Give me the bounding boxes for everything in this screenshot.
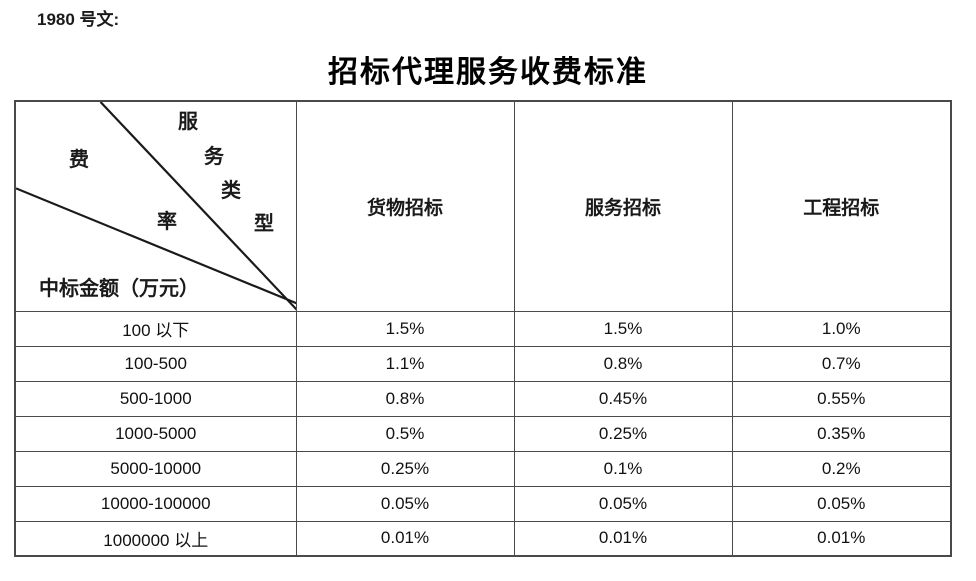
corner-label-service-type-char: 服 xyxy=(178,111,198,133)
fee-rate-cell: 0.5% xyxy=(295,415,515,452)
table-row: 10000-100000 0.05% 0.05% 0.05% xyxy=(14,485,952,522)
table-row: 100-500 1.1% 0.8% 0.7% xyxy=(14,345,952,382)
fee-rate-cell: 0.01% xyxy=(513,520,733,557)
fee-rate-cell: 0.2% xyxy=(731,450,952,487)
table-row: 500-1000 0.8% 0.45% 0.55% xyxy=(14,380,952,417)
doc-number: 1980 号文: xyxy=(37,10,120,29)
amount-range-cell: 100 以下 xyxy=(14,310,297,347)
table-row: 5000-10000 0.25% 0.1% 0.2% xyxy=(14,450,952,487)
amount-range-cell: 5000-10000 xyxy=(14,450,297,487)
fee-rate-cell: 0.35% xyxy=(731,415,952,452)
amount-range-cell: 1000000 以上 xyxy=(14,520,297,557)
corner-label-service-type-char: 类 xyxy=(221,180,241,202)
table-row: 1000-5000 0.5% 0.25% 0.35% xyxy=(14,415,952,452)
column-header-goods: 货物招标 xyxy=(295,100,515,312)
column-header-engineering: 工程招标 xyxy=(731,100,952,312)
amount-range-cell: 500-1000 xyxy=(14,380,297,417)
amount-range-cell: 10000-100000 xyxy=(14,485,297,522)
fee-rate-cell: 0.45% xyxy=(513,380,733,417)
table-row: 1000000 以上 0.01% 0.01% 0.01% xyxy=(14,520,952,557)
fee-rate-cell: 0.01% xyxy=(731,520,952,557)
amount-range-cell: 100-500 xyxy=(14,345,297,382)
corner-label-service-type-char: 务 xyxy=(204,146,224,168)
diagonal-corner-cell: 服 务 类 型 费 率 中标金额（万元） xyxy=(14,100,297,312)
corner-label-bid-amount: 中标金额（万元） xyxy=(39,277,199,300)
table-header-row: 服 务 类 型 费 率 中标金额（万元） 货物招标 服务招标 工程招标 xyxy=(14,100,952,312)
corner-label-fee-rate-char: 费 xyxy=(69,149,89,171)
column-header-service: 服务招标 xyxy=(513,100,733,312)
fee-standard-table: 服 务 类 型 费 率 中标金额（万元） 货物招标 服务招标 工程招标 100 … xyxy=(14,100,952,557)
fee-rate-cell: 1.0% xyxy=(731,310,952,347)
table-row: 100 以下 1.5% 1.5% 1.0% xyxy=(14,310,952,347)
corner-label-service-type-char: 型 xyxy=(254,213,274,235)
diagonal-divider-lines xyxy=(16,102,295,310)
fee-rate-cell: 0.1% xyxy=(513,450,733,487)
fee-rate-cell: 0.8% xyxy=(295,380,515,417)
fee-rate-cell: 0.25% xyxy=(513,415,733,452)
page-title: 招标代理服务收费标准 xyxy=(328,56,648,89)
fee-rate-cell: 0.05% xyxy=(295,485,515,522)
corner-label-fee-rate-char: 率 xyxy=(157,211,177,233)
fee-rate-cell: 0.55% xyxy=(731,380,952,417)
fee-rate-cell: 0.8% xyxy=(513,345,733,382)
fee-rate-cell: 1.5% xyxy=(295,310,515,347)
fee-rate-cell: 0.7% xyxy=(731,345,952,382)
fee-rate-cell: 1.1% xyxy=(295,345,515,382)
fee-rate-cell: 0.25% xyxy=(295,450,515,487)
amount-range-cell: 1000-5000 xyxy=(14,415,297,452)
fee-rate-cell: 0.05% xyxy=(513,485,733,522)
fee-rate-cell: 1.5% xyxy=(513,310,733,347)
fee-rate-cell: 0.01% xyxy=(295,520,515,557)
fee-rate-cell: 0.05% xyxy=(731,485,952,522)
